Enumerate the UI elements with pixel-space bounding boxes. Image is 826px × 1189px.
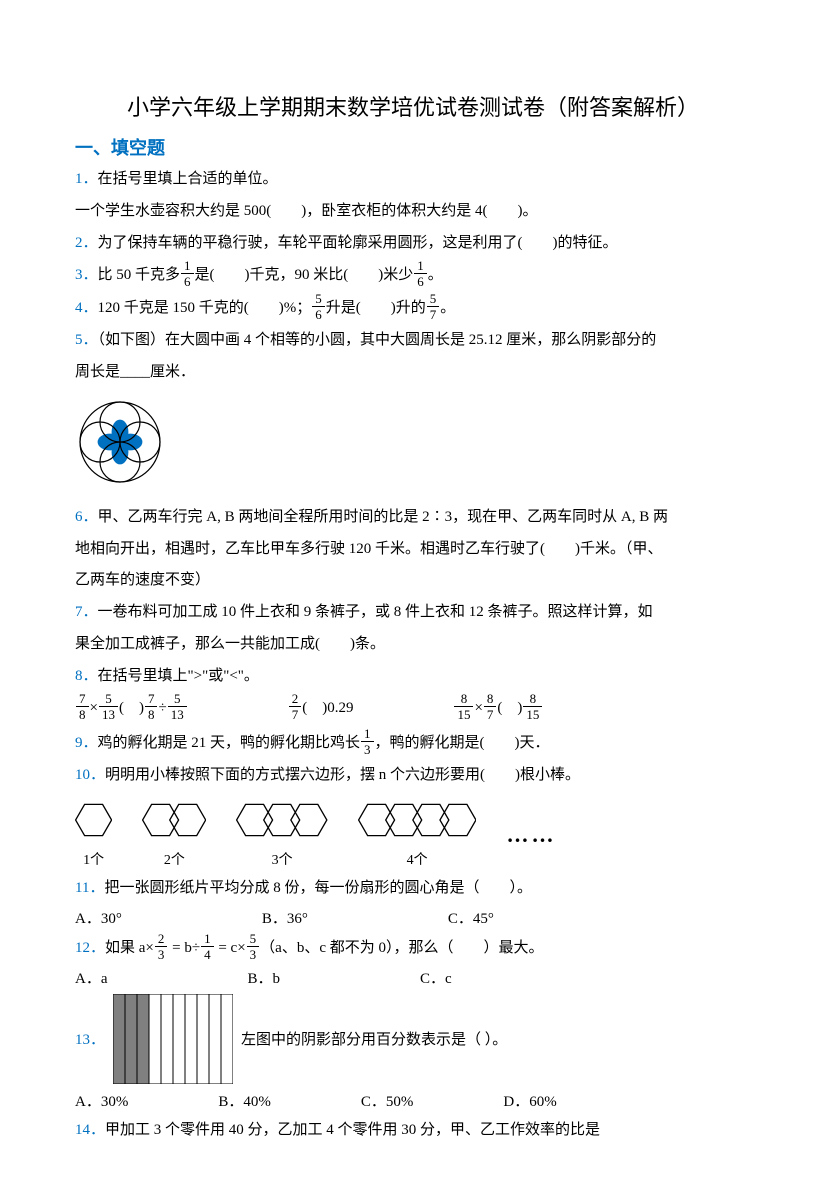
q11-text: 把一张圆形纸片平均分成 8 份，每一份扇形的圆心角是（ ）。: [104, 880, 532, 896]
q4-frac1: 56: [312, 292, 325, 321]
hexagon-row: 1个 2个 3个 4个 ……: [75, 800, 751, 869]
q14-text: 甲加工 3 个零件用 40 分，乙加工 4 个零件用 30 分，甲、乙工作效率的…: [105, 1122, 600, 1138]
hex-group-2: 2个: [142, 800, 206, 869]
q3-mid: 是( )千克，90 米比( )米少: [195, 267, 414, 283]
q5-line2: 周长是____厘米．: [75, 359, 751, 387]
q6-num: 6．: [75, 509, 98, 525]
q1-num: 1．: [75, 171, 98, 187]
q9-pre: 鸡的孵化期是 21 天，鸭的孵化期比鸡长: [98, 735, 361, 751]
q12: 12．如果 a×23 = b÷14 = c×53（a、b、c 都不为 0），那么…: [75, 934, 751, 963]
q13-optC: C．50%: [361, 1090, 414, 1111]
q13-optB: B．40%: [218, 1090, 271, 1111]
q3-frac2: 16: [414, 259, 427, 288]
q3-num: 3．: [75, 267, 98, 283]
q10: 10．明明用小棒按照下面的方式摆六边形，摆 n 个六边形要用( )根小棒。: [75, 762, 751, 790]
q5-num: 5．: [75, 332, 98, 348]
q9-post: ，鸭的孵化期是( )天．: [375, 735, 550, 751]
q3-frac1: 16: [181, 259, 194, 288]
q3: 3．比 50 千克多16是( )千克，90 米比( )米少16。: [75, 261, 751, 290]
q12-num: 12．: [75, 940, 105, 956]
q13-optA: A．30%: [75, 1090, 128, 1111]
q12-pre: 如果 a×: [105, 940, 154, 956]
q2-num: 2．: [75, 235, 98, 251]
hex-3-icon: [236, 800, 327, 840]
q6-line1: 6．甲、乙两车行完 A, B 两地间全程所用时间的比是 2∶3，现在甲、乙两车同…: [75, 504, 751, 532]
q8-num: 8．: [75, 668, 98, 684]
q11-options: A．30° B．36° C．45°: [75, 907, 751, 928]
q9-num: 9．: [75, 735, 98, 751]
q9-frac: 13: [361, 727, 374, 756]
q13-optD: D．60%: [503, 1090, 556, 1111]
q7-line1: 7．一卷布料可加工成 10 件上衣和 9 条裤子，或 8 件上衣和 12 条裤子…: [75, 599, 751, 627]
circles-diagram: [75, 397, 165, 487]
q13-text: 左图中的阴影部分用百分数表示是（ ）。: [241, 1028, 507, 1049]
q13-row: 13． 左图中的阴影部分用百分数表示是（ ）。: [75, 994, 751, 1084]
ellipsis: ……: [506, 822, 556, 848]
q4: 4．120 千克是 150 千克的( )%；56升是( )升的57。: [75, 294, 751, 323]
q7-num: 7．: [75, 604, 98, 620]
hex-group-3: 3个: [236, 800, 327, 869]
q12-options: A．a B．b C．c: [75, 967, 751, 988]
hex-group-4: 4个: [358, 800, 477, 869]
q6-text1: 甲、乙两车行完 A, B 两地间全程所用时间的比是 2∶3，现在甲、乙两车同时从…: [98, 509, 668, 525]
page-title: 小学六年级上学期期末数学培优试卷测试卷（附答案解析）: [75, 90, 751, 122]
q1-text1: 在括号里填上合适的单位。: [98, 171, 278, 187]
q10-text: 明明用小棒按照下面的方式摆六边形，摆 n 个六边形要用( )根小棒。: [105, 767, 580, 783]
q7-line2: 果全加工成裤子，那么一共能加工成( )条。: [75, 631, 751, 659]
hex-group-1: 1个: [75, 800, 112, 869]
q6-line3: 乙两车的速度不变）: [75, 567, 751, 595]
q4-num: 4．: [75, 300, 98, 316]
q2-text: 为了保持车辆的平稳行驶，车轮平面轮廓采用圆形，这是利用了( )的特征。: [98, 235, 618, 251]
q8: 8．在括号里填上">"或"<"。: [75, 663, 751, 691]
q10-num: 10．: [75, 767, 105, 783]
bars-diagram: [113, 994, 233, 1084]
q11: 11．把一张圆形纸片平均分成 8 份，每一份扇形的圆心角是（ ）。: [75, 875, 751, 903]
q8-text: 在括号里填上">"或"<"。: [98, 668, 259, 684]
q3-post: 。: [428, 267, 443, 283]
q14-num: 14．: [75, 1122, 105, 1138]
q3-pre: 比 50 千克多: [98, 267, 181, 283]
q1-line2: 一个学生水壶容积大约是 500( )，卧室衣柜的体积大约是 4( )。: [75, 198, 751, 226]
q12-optB: B．b: [248, 967, 281, 988]
q8-c2: 27( )0.29: [288, 694, 354, 723]
q8-c1: 78×513( )78÷513: [75, 694, 188, 723]
q4-frac2: 57: [427, 292, 440, 321]
hex-4-icon: [358, 800, 477, 840]
q2: 2．为了保持车辆的平稳行驶，车轮平面轮廓采用圆形，这是利用了( )的特征。: [75, 230, 751, 258]
q7-text1: 一卷布料可加工成 10 件上衣和 9 条裤子，或 8 件上衣和 12 条裤子。照…: [98, 604, 653, 620]
q14: 14．甲加工 3 个零件用 40 分，乙加工 4 个零件用 30 分，甲、乙工作…: [75, 1117, 751, 1145]
q13-num: 13．: [75, 1028, 105, 1049]
q13-options: A．30% B．40% C．50% D．60%: [75, 1090, 751, 1111]
hex-1-icon: [75, 800, 112, 840]
q12-optA: A．a: [75, 967, 108, 988]
q12-optC: C．c: [420, 967, 452, 988]
q1: 1．在括号里填上合适的单位。: [75, 166, 751, 194]
q11-optC: C．45°: [448, 907, 494, 928]
hex-2-icon: [142, 800, 206, 840]
q5-text1: （如下图）在大圆中画 4 个相等的小圆，其中大圆周长是 25.12 厘米，那么阴…: [98, 332, 657, 348]
q12-post: （a、b、c 都不为 0），那么（ ）最大。: [260, 940, 543, 956]
q11-optA: A．30°: [75, 907, 122, 928]
q5-line1: 5．（如下图）在大圆中画 4 个相等的小圆，其中大圆周长是 25.12 厘米，那…: [75, 327, 751, 355]
q4-post: 。: [440, 300, 455, 316]
section-header: 一、填空题: [75, 134, 751, 160]
q4-pre: 120 千克是 150 千克的( )%；: [98, 300, 312, 316]
q8-c3: 815×87( )815: [453, 694, 543, 723]
q11-num: 11．: [75, 880, 104, 896]
q5-figure: [75, 397, 751, 492]
q9: 9．鸡的孵化期是 21 天，鸭的孵化期比鸡长13，鸭的孵化期是( )天．: [75, 729, 751, 758]
q4-mid: 升是( )升的: [326, 300, 426, 316]
q11-optB: B．36°: [262, 907, 308, 928]
q6-line2: 地相向开出，相遇时，乙车比甲车多行驶 120 千米。相遇时乙车行驶了( )千米。…: [75, 536, 751, 564]
q8-compare-row: 78×513( )78÷513 27( )0.29 815×87( )815: [75, 694, 751, 723]
